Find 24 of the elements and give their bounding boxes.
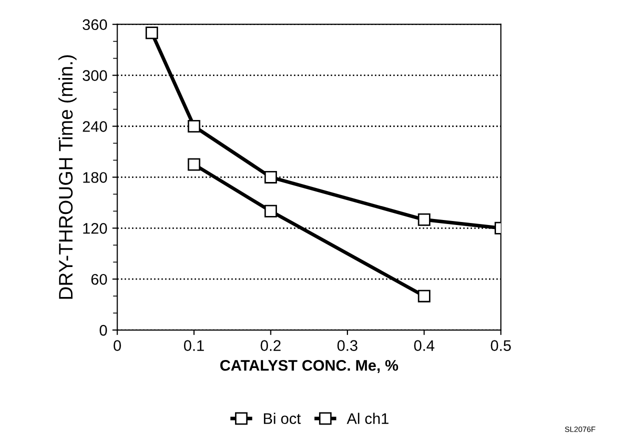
x-tick-label: 0 [114, 340, 121, 351]
point [264, 170, 277, 184]
y-tick-label: 120 [83, 223, 107, 234]
legend-label: Bi oct [264, 412, 301, 424]
y-axis-title: DRY-THROUGH Time (min.) [58, 55, 77, 299]
y-tick-label: 240 [82, 121, 107, 132]
point [418, 290, 430, 302]
y-tick-label: 180 [83, 172, 107, 183]
x-axis-title: CATALYST CONC. Me, % [220, 360, 398, 373]
x-tick-label: 0.5 [490, 340, 511, 351]
x-tick-label: 0.2 [260, 340, 281, 351]
point [418, 213, 430, 226]
y-tick-label: 0 [100, 324, 107, 336]
x-tick-label: 0.3 [337, 340, 358, 351]
y-tick-label: 300 [82, 70, 107, 81]
point [264, 204, 277, 218]
y-tick-label: 60 [91, 274, 107, 285]
point [146, 26, 158, 40]
point [188, 158, 200, 171]
point [188, 120, 200, 133]
x-tick-label: 0.1 [184, 340, 204, 351]
legend-label: Al ch1 [346, 412, 388, 424]
y-tick-label: 360 [82, 19, 107, 30]
x-tick-label: 0.4 [414, 340, 434, 351]
